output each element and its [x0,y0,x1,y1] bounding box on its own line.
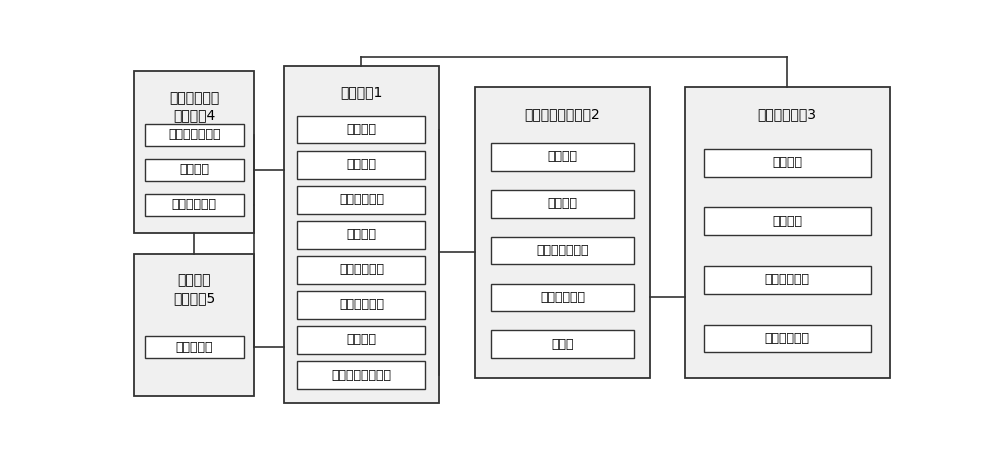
Text: 提醒模块: 提醒模块 [346,333,376,347]
Text: 存储模块: 存储模块 [346,228,376,241]
Text: 排队查询模块: 排队查询模块 [339,298,384,312]
Text: 诊疗资源查询模块: 诊疗资源查询模块 [331,368,391,382]
Text: 注册模块: 注册模块 [346,123,376,136]
Bar [491,236,634,265]
Text: 无线通信模块: 无线通信模块 [540,291,585,304]
Text: 查询模块: 查询模块 [772,215,802,228]
Bar [704,266,871,294]
Text: 无线通信模块: 无线通信模块 [339,263,384,276]
Bar [134,71,254,233]
Bar [284,66,439,403]
Bar [297,291,425,319]
Bar [145,124,244,146]
Text: 无线通信模块: 无线通信模块 [765,273,810,286]
Text: 人工审核终端3: 人工审核终端3 [758,107,817,121]
Text: 显示模块: 显示模块 [179,163,209,176]
Bar [145,336,244,358]
Text: 挂号模块: 挂号模块 [346,158,376,171]
Bar [491,284,634,311]
Bar [297,151,425,178]
Text: 认证模块: 认证模块 [547,150,577,163]
Text: 病例查询模块: 病例查询模块 [172,198,217,211]
Text: 二维码识别模块: 二维码识别模块 [168,129,221,142]
Text: 二维码生成模块: 二维码生成模块 [536,244,589,257]
Bar [145,159,244,181]
Bar [685,87,890,378]
Text: 显示模块: 显示模块 [772,156,802,169]
Text: 数据库模块: 数据库模块 [176,341,213,354]
Bar [475,87,650,378]
Bar [297,116,425,143]
Bar [134,254,254,396]
Bar [491,331,634,358]
Bar [704,207,871,235]
Text: 医生就诊信息
管理终端4: 医生就诊信息 管理终端4 [169,91,219,122]
Bar [297,256,425,284]
Text: 医院信息
管理系统5: 医院信息 管理系统5 [173,274,215,305]
Bar [704,325,871,352]
Bar [491,190,634,218]
Text: 审核模块: 审核模块 [547,197,577,210]
Text: 处理器: 处理器 [551,338,574,351]
Bar [297,186,425,213]
Text: 人工预约模块: 人工预约模块 [765,332,810,345]
Bar [297,221,425,248]
Bar [297,326,425,354]
Bar [491,143,634,171]
Text: 远程支付模块: 远程支付模块 [339,193,384,206]
Text: 手持终端1: 手持终端1 [340,85,383,100]
Bar [297,361,425,389]
Text: 就诊挂号服务终端2: 就诊挂号服务终端2 [525,107,600,121]
Bar [145,194,244,216]
Bar [704,149,871,177]
